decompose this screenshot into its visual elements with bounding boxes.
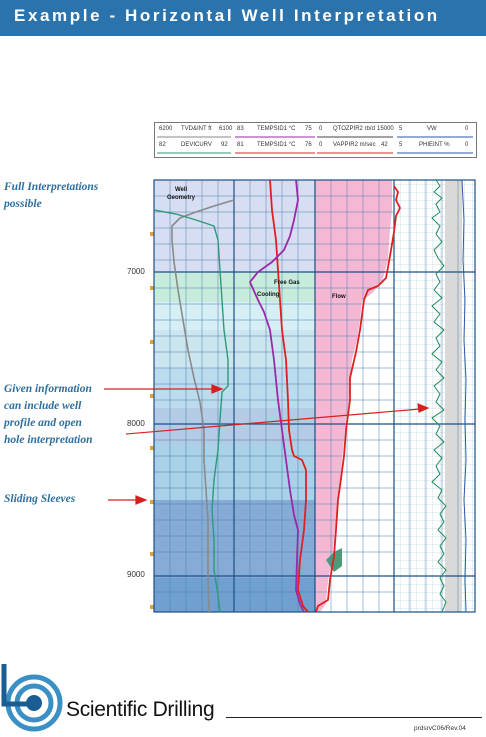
- depth-tick: [150, 446, 154, 450]
- curve-name: DEVICURV: [181, 142, 212, 148]
- porosity-shading: [445, 180, 462, 612]
- deviation-curve: [153, 209, 229, 613]
- arrow-head: [135, 495, 148, 505]
- scale-left: 0: [319, 142, 323, 148]
- well-geometry-label-1: Well: [175, 187, 188, 193]
- scale-left: 5: [399, 126, 403, 132]
- curve-name: TVD&INT ft: [181, 126, 212, 132]
- major-grid: [153, 179, 476, 613]
- company-name: Scientific Drilling: [66, 698, 215, 721]
- water-blue-curve: [461, 179, 467, 613]
- porosity-green-curve: [431, 179, 447, 613]
- curve-name: VAPPIR2 m/sec: [333, 142, 376, 148]
- scale-right: 0: [465, 142, 469, 148]
- log-header-row-1: 6200 TVD&INT ft 6100 83 TEMPSID1 °C 75 0…: [155, 126, 476, 141]
- scale-left: 0: [319, 126, 323, 132]
- title-bar: Example - Horizontal Well Interpretation: [0, 0, 486, 36]
- temperature-purple-curve: [248, 179, 305, 613]
- depth-label-8000: 8000: [127, 419, 145, 428]
- full-interpretations-note: Full Interpretations possible: [4, 179, 98, 213]
- scale-left: 83: [237, 126, 244, 132]
- curve-name: TEMPSID1 °C: [257, 126, 296, 132]
- scale-left: 81: [237, 142, 244, 148]
- log-grid: [154, 180, 459, 612]
- depth-tick: [150, 500, 154, 504]
- flow-track: [315, 180, 394, 612]
- well-geometry-label-2: Geometry: [167, 195, 196, 201]
- scale-left: 82: [159, 142, 166, 148]
- scientific-drilling-logo-icon: [1, 664, 63, 732]
- scale-right: 6100: [219, 126, 233, 132]
- note-line: can include well: [4, 400, 82, 412]
- depth-label-9000: 9000: [127, 570, 145, 579]
- header-underlines: [157, 136, 473, 154]
- porosity-track-grid: [394, 180, 475, 612]
- scale-right: 42: [381, 142, 388, 148]
- note-line: hole interpretation: [4, 434, 93, 446]
- note-line: profile and open: [4, 417, 82, 429]
- given-information-note: Given information can include well profi…: [4, 381, 93, 449]
- depth-tick: [150, 232, 154, 236]
- scale-right: 0: [465, 126, 469, 132]
- scale-right: 92: [221, 142, 228, 148]
- depth-tick: [150, 552, 154, 556]
- depth-tick: [150, 605, 154, 609]
- sliding-sleeves-note: Sliding Sleeves: [4, 493, 76, 505]
- log-header: 6200 TVD&INT ft 6100 83 TEMPSID1 °C 75 0…: [154, 122, 477, 158]
- cooling-label: Cooling: [257, 292, 280, 298]
- arrow-head: [417, 403, 430, 413]
- annotation-arrows: [104, 384, 430, 505]
- depth-tick: [150, 286, 154, 290]
- free-gas-label: Free Gas: [274, 280, 300, 286]
- curve-name: PHIEINT %: [419, 142, 450, 148]
- note-line: Full Interpretations: [4, 181, 99, 193]
- page-title: Example - Horizontal Well Interpretation: [14, 6, 440, 25]
- curve-name: TEMPSID1 °C: [257, 142, 296, 148]
- scale-right: 15000: [377, 126, 394, 132]
- footer-rule: [226, 717, 482, 718]
- curve-name: QTOZPIR2 rb/d: [333, 126, 375, 132]
- arrow-head: [211, 384, 224, 394]
- temperature-red-curve: [269, 179, 309, 613]
- depth-tick: [150, 394, 154, 398]
- depth-tick: [150, 340, 154, 344]
- scale-right: 75: [305, 126, 312, 132]
- scale-left: 5: [399, 142, 403, 148]
- scale-right: 76: [305, 142, 312, 148]
- flow-red-curve: [315, 185, 402, 613]
- scale-left: 6200: [159, 126, 173, 132]
- note-line: possible: [4, 198, 42, 210]
- note-line: Given information: [4, 383, 92, 395]
- flow-label: Flow: [332, 294, 346, 300]
- tvd-curve: [171, 199, 235, 613]
- curve-name: VW: [427, 126, 437, 132]
- depth-label-7000: 7000: [127, 267, 145, 276]
- log-header-row-2: 82 DEVICURV 92 81 TEMPSID1 °C 76 0 VAPPI…: [155, 142, 476, 157]
- document-code: prdsrvC06/Rev.04: [414, 725, 466, 732]
